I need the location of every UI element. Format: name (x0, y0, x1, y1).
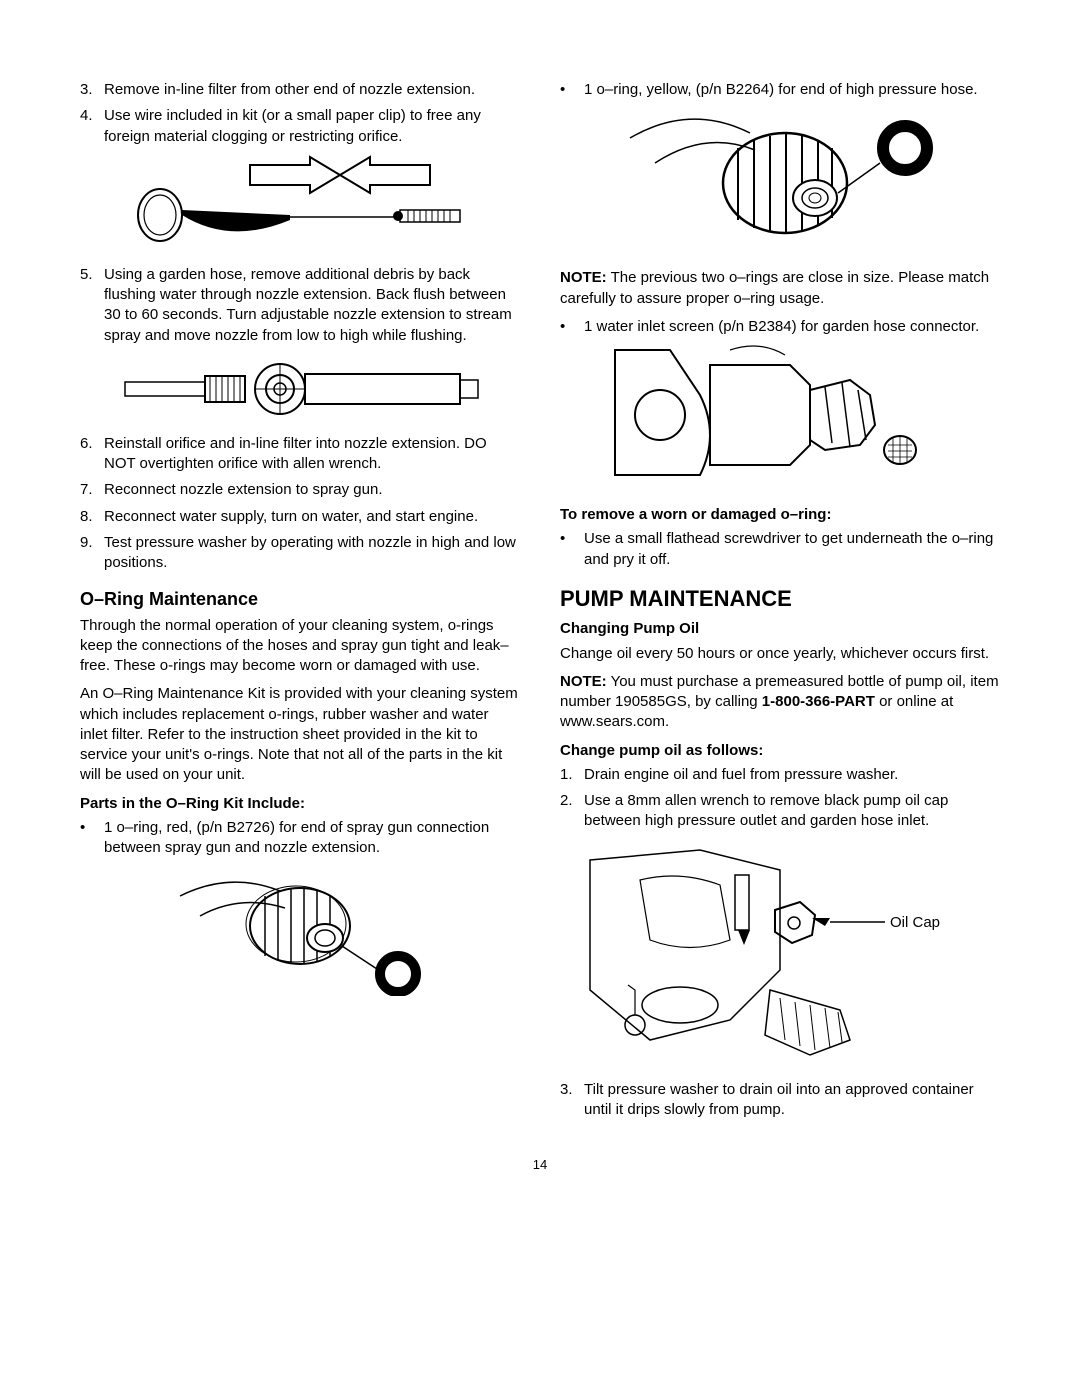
yellow-oring-list: •1 o–ring, yellow, (p/n B2264) for end o… (560, 80, 1000, 100)
figure-hp-hose-oring (560, 108, 1000, 258)
step-number: 1. (560, 765, 584, 785)
pump-maintenance-heading: PUMP MAINTENANCE (560, 584, 1000, 614)
list-item: 3.Tilt pressure washer to drain oil into… (560, 1080, 1000, 1121)
step-text: Reinstall orifice and in-line filter int… (104, 434, 520, 475)
nozzle-flush-icon (120, 354, 480, 424)
step-number: 6. (80, 434, 104, 475)
step-number: 5. (80, 265, 104, 346)
parts-subhead: Parts in the O–Ring Kit Include: (80, 794, 520, 814)
step-text: Using a garden hose, remove additional d… (104, 265, 520, 346)
inlet-screen-icon (610, 345, 950, 495)
step-number: 9. (80, 533, 104, 574)
step-text: Reconnect nozzle extension to spray gun. (104, 480, 520, 500)
list-text: 1 o–ring, red, (p/n B2726) for end of sp… (104, 818, 520, 859)
oil-cap-label: Oil Cap (890, 914, 940, 931)
figure-oil-cap: Oil Cap (560, 840, 1000, 1070)
steps-6-9: 6.Reinstall orifice and in-line filter i… (80, 434, 520, 574)
note-label: NOTE: (560, 269, 607, 286)
change-pump-oil-subhead: Change pump oil as follows: (560, 741, 1000, 761)
step-text: Reconnect water supply, turn on water, a… (104, 507, 520, 527)
step-number: 3. (560, 1080, 584, 1121)
phone-bold: 1-800-366-PART (762, 693, 875, 710)
parts-list: •1 o–ring, red, (p/n B2726) for end of s… (80, 818, 520, 859)
note-label: NOTE: (560, 673, 607, 690)
oring-paragraph-1: Through the normal operation of your cle… (80, 616, 520, 677)
step-number: 4. (80, 106, 104, 147)
bullet-icon: • (560, 317, 584, 337)
remove-oring-list: •Use a small flathead screwdriver to get… (560, 529, 1000, 570)
changing-pump-oil-subhead: Changing Pump Oil (560, 619, 1000, 639)
inlet-screen-list: •1 water inlet screen (p/n B2384) for ga… (560, 317, 1000, 337)
pump-oil-note: NOTE: You must purchase a premeasured bo… (560, 672, 1000, 733)
wire-cleaning-icon (130, 155, 470, 255)
left-column: 3.Remove in-line filter from other end o… (80, 80, 520, 1126)
changing-paragraph: Change oil every 50 hours or once yearly… (560, 644, 1000, 664)
step-text: Remove in-line filter from other end of … (104, 80, 520, 100)
note-line: NOTE: The previous two o–rings are close… (560, 268, 1000, 309)
list-item: •1 o–ring, yellow, (p/n B2264) for end o… (560, 80, 1000, 100)
remove-oring-subhead: To remove a worn or damaged o–ring: (560, 505, 1000, 525)
step-number: 2. (560, 791, 584, 832)
list-item: •1 water inlet screen (p/n B2384) for ga… (560, 317, 1000, 337)
list-item: 7.Reconnect nozzle extension to spray gu… (80, 480, 520, 500)
list-item: •1 o–ring, red, (p/n B2726) for end of s… (80, 818, 520, 859)
list-item: 6.Reinstall orifice and in-line filter i… (80, 434, 520, 475)
step-number: 8. (80, 507, 104, 527)
figure-nozzle-flush (80, 354, 520, 424)
right-column: •1 o–ring, yellow, (p/n B2264) for end o… (560, 80, 1000, 1126)
step-number: 7. (80, 480, 104, 500)
list-text: 1 o–ring, yellow, (p/n B2264) for end of… (584, 80, 1000, 100)
oring-paragraph-2: An O–Ring Maintenance Kit is provided wi… (80, 684, 520, 785)
step-text: Use wire included in kit (or a small pap… (104, 106, 520, 147)
bullet-icon: • (560, 529, 584, 570)
step-text: Tilt pressure washer to drain oil into a… (584, 1080, 1000, 1121)
step-text: Use a 8mm allen wrench to remove black p… (584, 791, 1000, 832)
bullet-icon: • (80, 818, 104, 859)
change-step-3: 3.Tilt pressure washer to drain oil into… (560, 1080, 1000, 1121)
list-item: 3.Remove in-line filter from other end o… (80, 80, 520, 100)
list-item: 2.Use a 8mm allen wrench to remove black… (560, 791, 1000, 832)
hp-hose-oring-icon (620, 108, 940, 258)
figure-spray-gun-oring (80, 866, 520, 996)
list-item: 8.Reconnect water supply, turn on water,… (80, 507, 520, 527)
list-text: 1 water inlet screen (p/n B2384) for gar… (584, 317, 1000, 337)
step-5: 5.Using a garden hose, remove additional… (80, 265, 520, 346)
spray-gun-oring-icon (170, 866, 430, 996)
bullet-icon: • (560, 80, 584, 100)
note-text: The previous two o–rings are close in si… (560, 269, 989, 306)
list-item: •Use a small flathead screwdriver to get… (560, 529, 1000, 570)
list-item: 5.Using a garden hose, remove additional… (80, 265, 520, 346)
figure-wire-clean (80, 155, 520, 255)
step-text: Test pressure washer by operating with n… (104, 533, 520, 574)
figure-inlet-screen (560, 345, 1000, 495)
list-item: 4.Use wire included in kit (or a small p… (80, 106, 520, 147)
oil-cap-icon: Oil Cap (580, 840, 980, 1070)
page-columns: 3.Remove in-line filter from other end o… (80, 80, 1000, 1126)
list-text: Use a small flathead screwdriver to get … (584, 529, 1000, 570)
list-item: 1.Drain engine oil and fuel from pressur… (560, 765, 1000, 785)
change-steps-1-2: 1.Drain engine oil and fuel from pressur… (560, 765, 1000, 832)
oring-heading: O–Ring Maintenance (80, 587, 520, 611)
list-item: 9.Test pressure washer by operating with… (80, 533, 520, 574)
steps-3-4: 3.Remove in-line filter from other end o… (80, 80, 520, 147)
step-text: Drain engine oil and fuel from pressure … (584, 765, 1000, 785)
step-number: 3. (80, 80, 104, 100)
page-number: 14 (80, 1156, 1000, 1174)
